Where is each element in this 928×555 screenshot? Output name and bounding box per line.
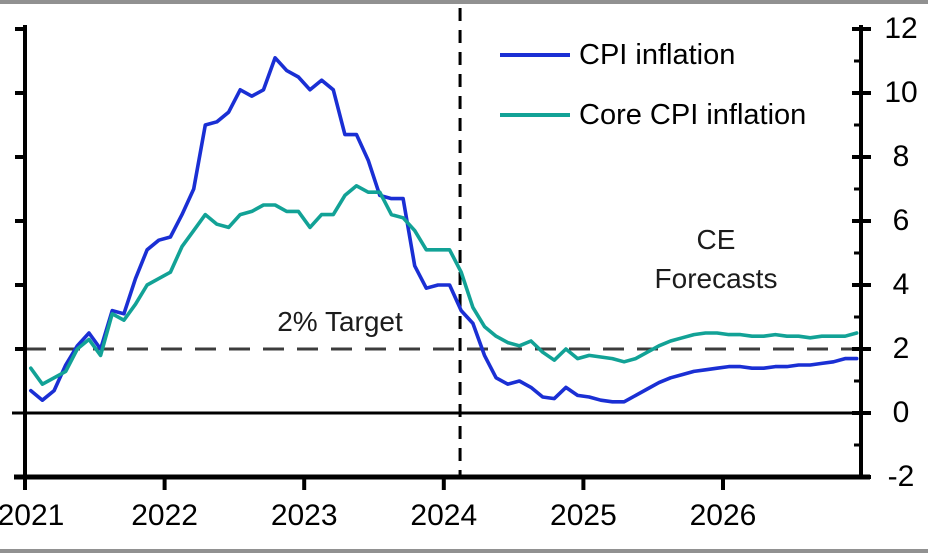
- forecast-annotation: CE Forecasts: [631, 220, 801, 298]
- y-tick-label: -2: [887, 460, 915, 493]
- core-cpi-line: [28, 184, 859, 387]
- y-tick-label: 8: [892, 140, 910, 173]
- x-tick-label: 2024: [410, 499, 478, 532]
- legend-line-swatch: [500, 113, 570, 117]
- legend-line-swatch: [500, 53, 570, 57]
- y-tick-label: 0: [892, 396, 910, 429]
- legend-item: Core CPI inflation: [500, 98, 806, 132]
- y-tick-label: 6: [892, 204, 910, 237]
- y-tick-label: 12: [884, 12, 918, 45]
- window-border-bottom: [0, 549, 928, 553]
- x-tick-label: 2025: [550, 499, 617, 532]
- legend-label: CPI inflation: [579, 39, 736, 71]
- forecast-annotation-line1: CE: [696, 224, 736, 255]
- legend-label: Core CPI inflation: [579, 99, 807, 131]
- target-line-label: 2% Target: [277, 306, 403, 337]
- cpi-line: [28, 55, 859, 404]
- forecast-annotation-line2: Forecasts: [654, 263, 778, 294]
- window-border-top: [0, 0, 928, 4]
- y-tick-label: 4: [892, 268, 910, 301]
- x-tick-label: 2026: [689, 499, 757, 532]
- legend-item: CPI inflation: [500, 38, 735, 72]
- y-tick-label: 10: [884, 76, 918, 109]
- x-tick-label: 2023: [270, 499, 338, 532]
- x-tick-label: 2022: [131, 499, 198, 532]
- x-tick-label: 2021: [0, 499, 65, 532]
- data-series: [28, 55, 859, 404]
- y-tick-label: 2: [892, 332, 910, 365]
